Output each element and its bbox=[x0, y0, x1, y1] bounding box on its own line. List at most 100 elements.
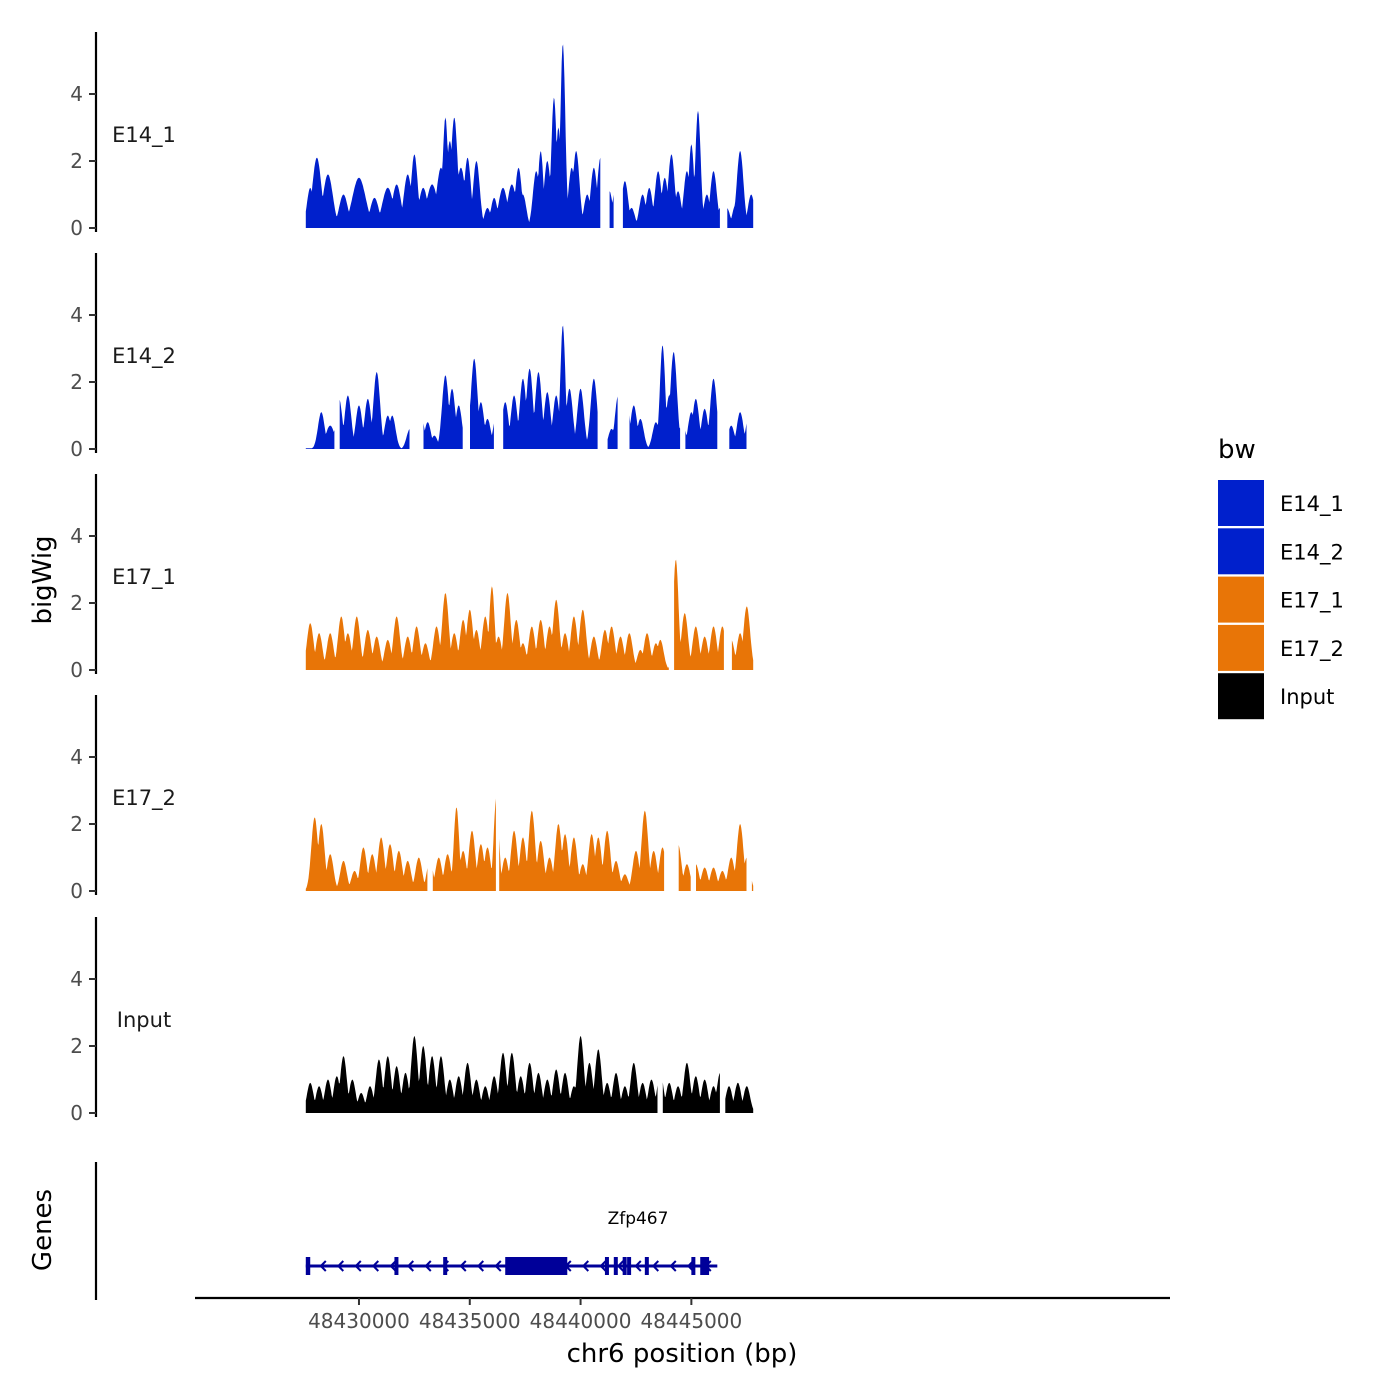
signal-area-e14-2 bbox=[339, 372, 410, 449]
legend-swatch-e14-1 bbox=[1218, 480, 1264, 526]
signal-area-e17-2 bbox=[432, 798, 496, 891]
signal-area-e17-2 bbox=[696, 824, 747, 891]
gene-name-label: Zfp467 bbox=[608, 1209, 669, 1229]
signal-area-e14-2 bbox=[629, 345, 681, 449]
strand-arrow bbox=[406, 1260, 415, 1272]
gene-exon bbox=[622, 1257, 627, 1275]
signal-area-input bbox=[305, 1036, 658, 1113]
strand-arrow bbox=[476, 1260, 485, 1272]
track-e14-1: 0 2 4 E14_1 bbox=[70, 32, 754, 240]
strand-arrow bbox=[634, 1260, 642, 1272]
legend-title: bw bbox=[1218, 435, 1256, 465]
track-label-e17-1: E17_1 bbox=[112, 565, 176, 590]
legend: bw E14_1 E14_2 E17_1 E17_2 Input bbox=[1218, 435, 1344, 720]
gene-exon bbox=[604, 1257, 609, 1275]
signal-area-e14-1 bbox=[609, 191, 614, 228]
strand-arrow bbox=[494, 1260, 502, 1272]
track-e17-1: 0 2 4 E17_1 bbox=[70, 474, 754, 682]
y-tick-label: 2 bbox=[70, 370, 83, 394]
legend-label-input: Input bbox=[1280, 685, 1334, 709]
track-input: 0 2 4 Input bbox=[70, 917, 754, 1125]
strand-arrow bbox=[389, 1260, 397, 1272]
track-label-e14-2: E14_2 bbox=[112, 344, 176, 369]
gene-exon bbox=[644, 1257, 649, 1275]
signal-area-e17-1 bbox=[305, 586, 669, 670]
legend-label-e14-2: E14_2 bbox=[1280, 540, 1344, 565]
signal-area-e17-2 bbox=[678, 845, 691, 891]
track-e17-2: 0 2 4 E17_2 bbox=[70, 695, 754, 903]
y-tick-label: 0 bbox=[70, 879, 83, 903]
signal-area-e14-2 bbox=[607, 396, 618, 449]
y-tick-label: 4 bbox=[70, 967, 83, 991]
track-label-e14-1: E14_1 bbox=[112, 123, 176, 148]
legend-swatch-e17-2 bbox=[1218, 624, 1264, 671]
signal-area-input bbox=[725, 1082, 754, 1113]
y-tick-label: 4 bbox=[70, 303, 83, 327]
gene-exon bbox=[305, 1257, 311, 1275]
legend-label-e17-2: E17_2 bbox=[1280, 637, 1344, 662]
strand-arrow bbox=[371, 1260, 380, 1272]
strand-arrow bbox=[319, 1260, 327, 1272]
legend-label-e17-1: E17_1 bbox=[1280, 589, 1344, 614]
y-tick-label: 0 bbox=[70, 216, 83, 240]
signal-area-input bbox=[662, 1062, 720, 1113]
x-axis-title: chr6 position (bp) bbox=[567, 1339, 798, 1369]
x-tick-label: 48435000 bbox=[419, 1309, 521, 1333]
signal-area-e14-2 bbox=[470, 358, 494, 449]
y-tick-label: 2 bbox=[70, 149, 83, 173]
y-tick-label: 2 bbox=[70, 591, 83, 615]
signal-area-e14-2 bbox=[305, 412, 335, 449]
gene-model-zfp467 bbox=[305, 1257, 718, 1275]
signal-area-e14-1 bbox=[727, 151, 754, 228]
strand-arrow bbox=[599, 1260, 607, 1272]
strand-arrow bbox=[581, 1260, 590, 1272]
x-tick-label: 48430000 bbox=[308, 1309, 410, 1333]
signal-area-e17-2 bbox=[751, 880, 754, 891]
legend-swatch-e14-2 bbox=[1218, 528, 1264, 575]
signal-area-e17-1 bbox=[731, 606, 754, 670]
signal-area-e14-2 bbox=[685, 378, 718, 449]
x-axis: 48430000 48435000 48440000 48445000 bbox=[195, 1296, 1170, 1333]
strand-arrow bbox=[459, 1260, 467, 1272]
x-tick-label: 48440000 bbox=[530, 1309, 632, 1333]
signal-area-e14-1 bbox=[305, 44, 601, 228]
strand-arrow bbox=[336, 1260, 345, 1272]
gene-exon bbox=[394, 1257, 399, 1275]
y-axis-title: bigWig bbox=[28, 535, 58, 624]
y-tick-label: 0 bbox=[70, 1101, 83, 1125]
legend-label-e14-1: E14_1 bbox=[1280, 492, 1344, 517]
strand-arrow bbox=[669, 1260, 677, 1272]
signal-area-e14-2 bbox=[729, 412, 747, 449]
signal-area-e17-2 bbox=[305, 817, 428, 891]
gene-exon bbox=[700, 1257, 710, 1275]
gene-exon bbox=[627, 1257, 632, 1275]
track-label-input: Input bbox=[117, 1008, 171, 1032]
signal-area-e14-2 bbox=[503, 325, 598, 449]
strand-arrow bbox=[424, 1260, 432, 1272]
y-tick-label: 4 bbox=[70, 82, 83, 106]
y-tick-label: 4 bbox=[70, 524, 83, 548]
x-tick-label: 48445000 bbox=[640, 1309, 742, 1333]
signal-area-e14-1 bbox=[622, 110, 720, 228]
gene-exon bbox=[505, 1257, 568, 1275]
y-tick-label: 0 bbox=[70, 437, 83, 461]
signal-area-e17-2 bbox=[499, 810, 665, 891]
track-label-e17-2: E17_2 bbox=[112, 786, 176, 811]
signal-tracks: 0 2 4 E14_1 0 2 4 E14_2 0 2 4 E17_1 0 2 4 E17_2 0 2 4 Input bbox=[70, 32, 754, 1125]
y-tick-label: 2 bbox=[70, 1034, 83, 1058]
genes-track-title: Genes bbox=[28, 1189, 58, 1271]
strand-arrow bbox=[651, 1260, 660, 1272]
gene-exon bbox=[443, 1257, 448, 1275]
genes-track: Genes Zfp467 bbox=[28, 1162, 718, 1300]
y-tick-label: 0 bbox=[70, 658, 83, 682]
strand-arrow bbox=[354, 1260, 362, 1272]
gene-exon bbox=[691, 1257, 696, 1275]
signal-area-e14-2 bbox=[423, 375, 463, 449]
signal-area-e17-1 bbox=[674, 559, 724, 670]
legend-swatch-input bbox=[1218, 673, 1264, 720]
y-tick-label: 2 bbox=[70, 812, 83, 836]
legend-swatch-e17-1 bbox=[1218, 576, 1264, 623]
track-e14-2: 0 2 4 E14_2 bbox=[70, 253, 747, 461]
y-tick-label: 4 bbox=[70, 745, 83, 769]
